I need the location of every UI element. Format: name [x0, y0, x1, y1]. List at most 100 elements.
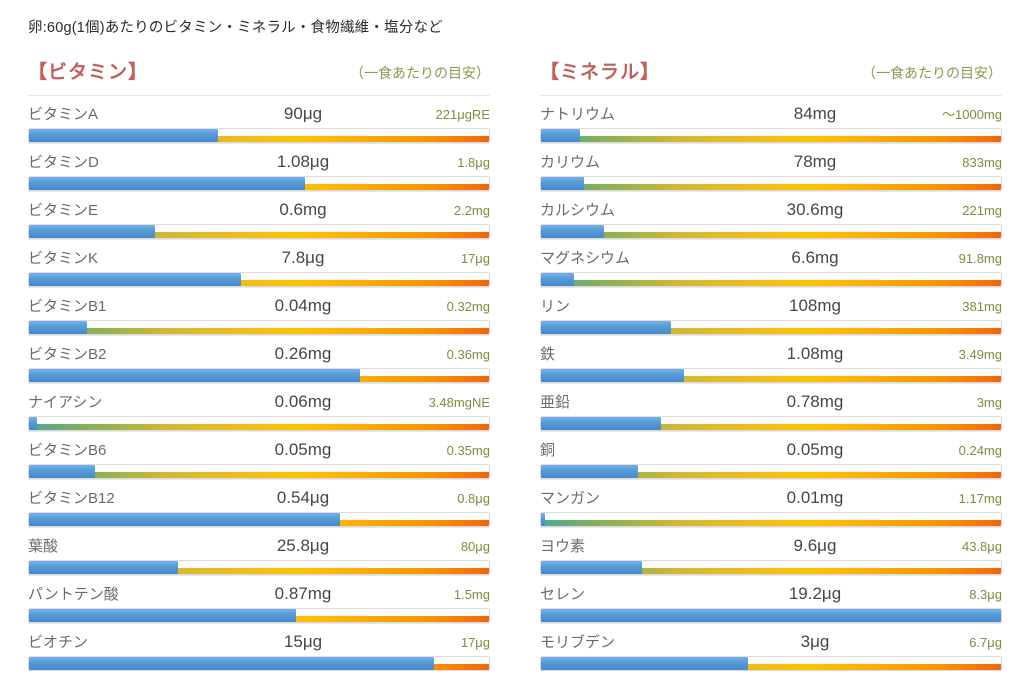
nutrient-name: ナイアシン — [28, 394, 103, 411]
nutrient-reference: 0.24mg — [958, 443, 1002, 458]
nutrient-reference: 91.8mg — [958, 251, 1002, 266]
nutrient-value: 0.78mg — [786, 392, 844, 411]
nutrient-value: 30.6mg — [786, 200, 844, 219]
bar-fill — [541, 657, 748, 670]
bar-fill — [541, 177, 585, 190]
nutrient-row: 亜鉛 0.78mg 3mg — [540, 383, 1002, 431]
nutrient-name: ビタミンB6 — [28, 442, 107, 459]
nutrient-bar-track — [540, 512, 1002, 527]
bar-fill — [541, 129, 580, 142]
nutrient-reference: 221μgRE — [435, 107, 490, 122]
nutrient-name: ヨウ素 — [540, 538, 586, 555]
nutrient-bar-track — [540, 464, 1002, 479]
nutrient-bar-track — [540, 176, 1002, 191]
bar-scale-gradient — [29, 328, 489, 334]
nutrient-value: 1.08μg — [276, 152, 330, 171]
bar-fill — [541, 465, 638, 478]
bar-scale-gradient — [541, 664, 1001, 670]
bar-fill — [541, 225, 605, 238]
bar-scale-gradient — [29, 568, 489, 574]
nutrient-bar-track — [540, 224, 1002, 239]
bar-scale-gradient — [541, 568, 1001, 574]
bar-scale-gradient — [541, 328, 1001, 334]
bar-scale-gradient — [541, 280, 1001, 286]
bar-fill — [541, 321, 672, 334]
vitamin-section-title: 【ビタミン】 — [28, 62, 149, 83]
bar-fill — [29, 465, 95, 478]
nutrient-reference: 833mg — [962, 155, 1002, 170]
bar-fill — [29, 273, 241, 286]
nutrient-bar-track — [540, 560, 1002, 575]
nutrient-reference: 6.7μg — [969, 635, 1002, 650]
nutrient-name: ビタミンB12 — [28, 490, 115, 507]
nutrient-bar-track — [28, 272, 490, 287]
bar-scale-gradient — [541, 520, 1001, 526]
nutrient-name: マグネシウム — [540, 250, 631, 267]
nutrient-bar-track — [540, 608, 1002, 623]
bar-fill — [29, 417, 37, 430]
nutrient-name: 鉄 — [540, 346, 556, 363]
bar-scale-gradient — [29, 280, 489, 286]
nutrient-row: 鉄 1.08mg 3.49mg — [540, 335, 1002, 383]
nutrient-name: セレン — [540, 586, 586, 603]
bar-fill — [29, 225, 155, 238]
nutrient-name: ビタミンK — [28, 250, 99, 267]
bar-scale-gradient — [541, 376, 1001, 382]
nutrient-row: ナトリウム 84mg ～1000mg — [540, 95, 1002, 143]
page-title: 卵:60g(1個)あたりのビタミン・ミネラル・食物繊維・塩分など — [28, 20, 443, 36]
nutrient-row: ビタミンA 90μg 221μgRE — [28, 95, 490, 143]
nutrient-value: 25.8μg — [276, 536, 330, 555]
bar-fill — [29, 561, 178, 574]
bar-fill — [29, 177, 305, 190]
nutrient-name: モリブデン — [540, 634, 616, 651]
nutrient-bar-track — [28, 224, 490, 239]
nutrient-name: ビタミンA — [28, 106, 99, 123]
nutrient-row: 葉酸 25.8μg 80μg — [28, 527, 490, 575]
nutrient-row: ビタミンB6 0.05mg 0.35mg — [28, 431, 490, 479]
bar-scale-gradient — [29, 232, 489, 238]
nutrient-value: 0.6mg — [279, 200, 327, 219]
nutrient-bar-track — [540, 320, 1002, 335]
bar-scale-gradient — [29, 472, 489, 478]
bar-fill — [29, 513, 340, 526]
nutrient-row: モリブデン 3μg 6.7μg — [540, 623, 1002, 671]
nutrient-bar-track — [28, 656, 490, 671]
nutrient-reference: 1.5mg — [453, 587, 490, 602]
mineral-section-title: 【ミネラル】 — [540, 62, 661, 83]
nutrient-row: ビオチン 15μg 17μg — [28, 623, 490, 671]
nutrient-value: 0.26mg — [274, 344, 332, 363]
nutrient-name: リン — [540, 298, 571, 315]
nutrient-value: 1.08mg — [786, 344, 844, 363]
mineral-section-note: （一食あたりの目安） — [862, 65, 1002, 81]
nutrient-reference: 43.8μg — [961, 539, 1002, 554]
nutrient-reference: 0.8μg — [457, 491, 490, 506]
mineral-section-header: 【ミネラル】 （一食あたりの目安） — [540, 57, 1002, 84]
nutrient-row: ビタミンD 1.08μg 1.8μg — [28, 143, 490, 191]
nutrient-name: 葉酸 — [28, 538, 59, 555]
nutrient-bar-track — [28, 560, 490, 575]
nutrient-name: ビタミンE — [28, 202, 99, 219]
nutrient-name: 亜鉛 — [540, 394, 571, 411]
nutrient-value: 0.05mg — [274, 440, 332, 459]
nutrient-name: ビオチン — [28, 634, 89, 651]
nutrient-bar-track — [540, 368, 1002, 383]
nutrient-value: 3μg — [800, 632, 830, 651]
nutrient-reference: 221mg — [962, 203, 1002, 218]
nutrient-bar-track — [28, 416, 490, 431]
nutrient-reference: 1.17mg — [958, 491, 1002, 506]
nutrient-value: 84mg — [793, 104, 837, 123]
nutrient-bar-track — [28, 128, 490, 143]
nutrient-row: セレン 19.2μg 8.3μg — [540, 575, 1002, 623]
nutrient-row: ビタミンK 7.8μg 17μg — [28, 239, 490, 287]
nutrient-row: ビタミンB12 0.54μg 0.8μg — [28, 479, 490, 527]
bar-fill — [29, 369, 361, 382]
nutrient-row: パントテン酸 0.87mg 1.5mg — [28, 575, 490, 623]
nutrient-value: 19.2μg — [788, 584, 842, 603]
nutrient-name: ナトリウム — [540, 106, 616, 123]
nutrient-name: カリウム — [540, 154, 601, 171]
nutrient-reference: 0.32mg — [446, 299, 490, 314]
nutrient-name: ビタミンB1 — [28, 298, 107, 315]
nutrient-reference: 3.48mgNE — [428, 395, 490, 410]
nutrient-bar-track — [540, 272, 1002, 287]
